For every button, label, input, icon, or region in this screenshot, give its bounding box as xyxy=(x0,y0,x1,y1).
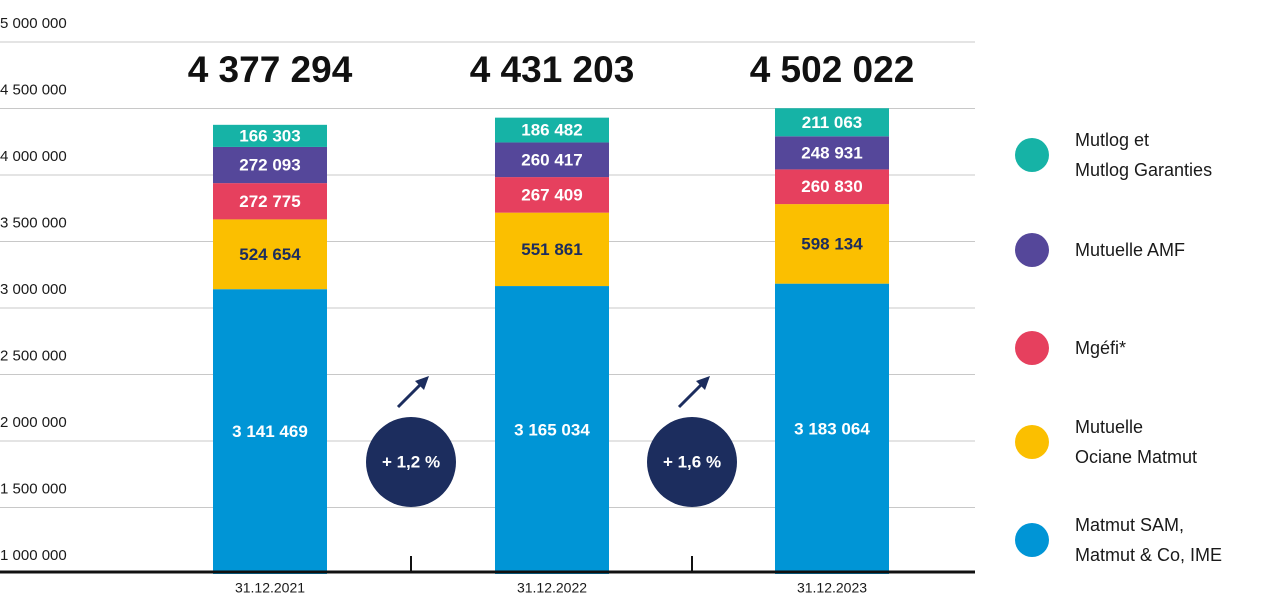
y-tick-label: 3 500 000 xyxy=(0,214,67,231)
legend-label: Mutlog et Mutlog Garanties xyxy=(1075,130,1213,180)
legend-label: Matmut SAM, Matmut & Co, IME xyxy=(1075,515,1223,565)
legend-swatch xyxy=(1015,425,1049,459)
value-label: 272 093 xyxy=(239,156,300,175)
growth-label: + 1,6 % xyxy=(663,452,721,471)
total-label: 4 502 022 xyxy=(750,49,915,90)
bar-segment xyxy=(775,283,889,574)
value-label: 272 775 xyxy=(239,192,300,211)
value-label: 3 141 469 xyxy=(232,422,308,441)
x-tick-label: 31.12.2023 xyxy=(797,580,867,596)
value-label: 186 482 xyxy=(521,121,582,140)
growth-arrow xyxy=(677,380,706,409)
legend-swatch xyxy=(1015,331,1049,365)
x-tick-label: 31.12.2021 xyxy=(235,580,305,596)
legend-label: Mgéfi* xyxy=(1075,338,1127,358)
value-label: 166 303 xyxy=(239,126,300,145)
growth-arrowhead xyxy=(415,376,429,390)
growth-arrowhead xyxy=(696,376,710,390)
bar-segment xyxy=(775,136,889,170)
value-label: 551 861 xyxy=(521,240,582,259)
value-label: 524 654 xyxy=(239,245,301,264)
legend-label: Mutuelle AMF xyxy=(1075,240,1186,260)
total-label: 4 377 294 xyxy=(188,49,353,90)
value-label: 260 830 xyxy=(801,177,862,196)
bar-segment xyxy=(213,289,327,574)
y-tick-label: 1 000 000 xyxy=(0,547,67,564)
bar-segment xyxy=(213,146,327,184)
bar-segment xyxy=(213,183,327,220)
value-label: 211 063 xyxy=(802,113,863,132)
bar-segment xyxy=(495,212,609,287)
growth-badge xyxy=(366,417,456,507)
y-tick-label: 1 500 000 xyxy=(0,480,67,497)
growth-badge xyxy=(647,417,737,507)
y-tick-label: 3 000 000 xyxy=(0,281,67,298)
y-tick-label: 4 000 000 xyxy=(0,148,67,165)
bar-segment xyxy=(775,169,889,205)
bar-segment xyxy=(775,204,889,284)
legend-swatch xyxy=(1015,233,1049,267)
value-label: 598 134 xyxy=(801,234,863,253)
value-label: 3 165 034 xyxy=(514,421,590,440)
legend-swatch xyxy=(1015,523,1049,557)
value-label: 3 183 064 xyxy=(794,419,870,438)
x-tick-label: 31.12.2022 xyxy=(517,580,587,596)
y-tick-label: 5 000 000 xyxy=(0,15,67,32)
bar-segment xyxy=(495,177,609,213)
legend-swatch xyxy=(1015,138,1049,172)
bar-segment xyxy=(213,124,327,147)
bar-segment xyxy=(495,286,609,574)
legend-label: Mutuelle Ociane Matmut xyxy=(1075,417,1198,467)
bar-segment xyxy=(495,117,609,143)
value-label: 260 417 xyxy=(521,150,582,169)
value-label: 267 409 xyxy=(521,185,582,204)
growth-arrow xyxy=(396,380,425,409)
value-label: 248 931 xyxy=(801,143,862,162)
growth-label: + 1,2 % xyxy=(382,452,440,471)
bar-segment xyxy=(775,108,889,137)
y-tick-label: 4 500 000 xyxy=(0,81,67,98)
bar-segment xyxy=(495,142,609,178)
total-label: 4 431 203 xyxy=(470,49,635,90)
bars xyxy=(213,108,889,574)
bar-segment xyxy=(213,219,327,290)
y-tick-label: 2 500 000 xyxy=(0,347,67,364)
y-tick-label: 2 000 000 xyxy=(0,414,67,431)
